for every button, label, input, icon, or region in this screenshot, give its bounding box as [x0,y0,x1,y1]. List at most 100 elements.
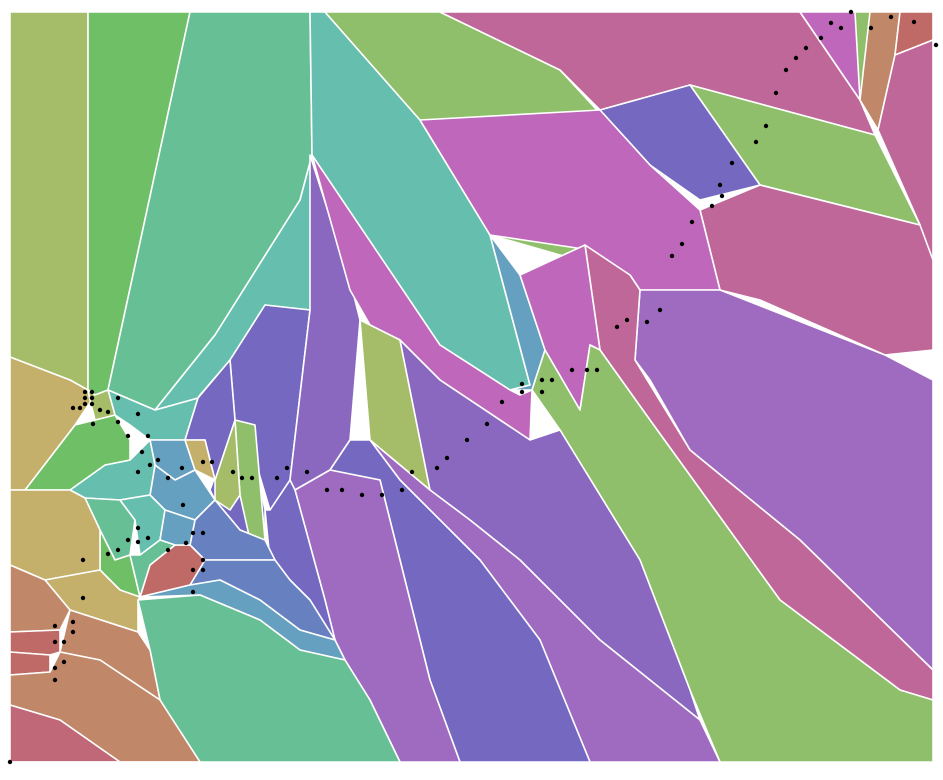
voronoi-site-point [669,253,675,259]
voronoi-site-point [70,619,76,625]
voronoi-site-point [793,55,799,61]
voronoi-sites [7,9,939,765]
voronoi-site-point [379,492,385,498]
voronoi-site-point [147,462,153,468]
voronoi-site-point [52,665,58,671]
voronoi-site-point [82,389,88,395]
voronoi-site-point [679,241,685,247]
voronoi-site-point [339,487,345,493]
voronoi-site-point [125,433,131,439]
voronoi-site-point [70,629,76,635]
voronoi-site-point [139,449,145,455]
voronoi-site-point [165,475,171,481]
voronoi-site-point [80,557,86,563]
voronoi-site-point [803,45,809,51]
voronoi-site-point [644,319,650,325]
voronoi-site-point [911,19,917,25]
voronoi-site-point [324,487,330,493]
voronoi-site-point [763,123,769,129]
voronoi-site-point [200,567,206,573]
voronoi-site-point [52,639,58,645]
voronoi-site-point [105,551,111,557]
voronoi-site-point [499,399,505,405]
voronoi-site-point [399,487,405,493]
voronoi-site-point [82,395,88,401]
voronoi-site-point [783,67,789,73]
voronoi-site-point [753,139,759,145]
voronoi-site-point [183,540,189,546]
voronoi-site-point [190,567,196,573]
voronoi-site-point [135,411,141,417]
voronoi-site-point [105,409,111,415]
voronoi-cell [159,509,196,546]
voronoi-site-point [77,405,83,411]
voronoi-site-point [52,677,58,683]
voronoi-cell [24,414,131,491]
voronoi-cell [9,564,71,633]
voronoi-site-point [61,639,67,645]
voronoi-cell [9,651,51,676]
voronoi-cells [9,11,934,763]
voronoi-site-point [709,203,715,209]
voronoi-cell [184,439,216,481]
voronoi-site-point [933,42,939,48]
voronoi-site-point [818,35,824,41]
voronoi-site-point [89,401,95,407]
voronoi-site-point [719,193,725,199]
voronoi-site-point [624,317,630,323]
voronoi-site-point [274,475,280,481]
voronoi-site-point [190,589,196,595]
voronoi-site-point [80,595,86,601]
voronoi-site-point [155,457,161,463]
voronoi-site-point [89,395,95,401]
voronoi-site-point [594,367,600,373]
voronoi-site-point [838,25,844,31]
voronoi-site-point [7,759,13,765]
voronoi-site-point [115,419,121,425]
voronoi-site-point [135,525,141,531]
voronoi-site-point [90,421,96,427]
voronoi-site-point [70,405,76,411]
voronoi-site-point [729,160,735,166]
voronoi-site-point [52,623,58,629]
voronoi-site-point [145,535,151,541]
voronoi-site-point [717,182,723,188]
voronoi-site-point [569,367,575,373]
voronoi-cell [9,11,89,391]
voronoi-site-point [484,421,490,427]
voronoi-site-point [657,307,663,313]
voronoi-site-point [200,530,206,536]
voronoi-site-point [828,20,834,26]
voronoi-site-point [89,389,95,395]
voronoi-site-point [115,395,121,401]
voronoi-site-point [519,381,525,387]
voronoi-site-point [125,537,131,543]
voronoi-site-point [97,407,103,413]
voronoi-site-point [249,475,255,481]
voronoi-site-point [359,492,365,498]
voronoi-site-point [304,469,310,475]
voronoi-site-point [135,539,141,545]
voronoi-site-point [230,469,236,475]
voronoi-cell [9,489,101,581]
voronoi-site-point [165,547,171,553]
voronoi-site-point [180,502,186,508]
voronoi-site-point [539,389,545,395]
voronoi-site-point [614,324,620,330]
voronoi-site-point [549,377,555,383]
voronoi-site-point [848,9,854,15]
voronoi-site-point [584,367,590,373]
voronoi-site-point [539,377,545,383]
voronoi-site-point [464,437,470,443]
voronoi-site-point [82,401,88,407]
voronoi-site-point [200,459,206,465]
voronoi-site-point [145,433,151,439]
voronoi-site-point [135,469,141,475]
voronoi-site-point [115,547,121,553]
voronoi-site-point [179,465,185,471]
voronoi-site-point [434,465,440,471]
voronoi-site-point [61,659,67,665]
voronoi-site-point [284,465,290,471]
